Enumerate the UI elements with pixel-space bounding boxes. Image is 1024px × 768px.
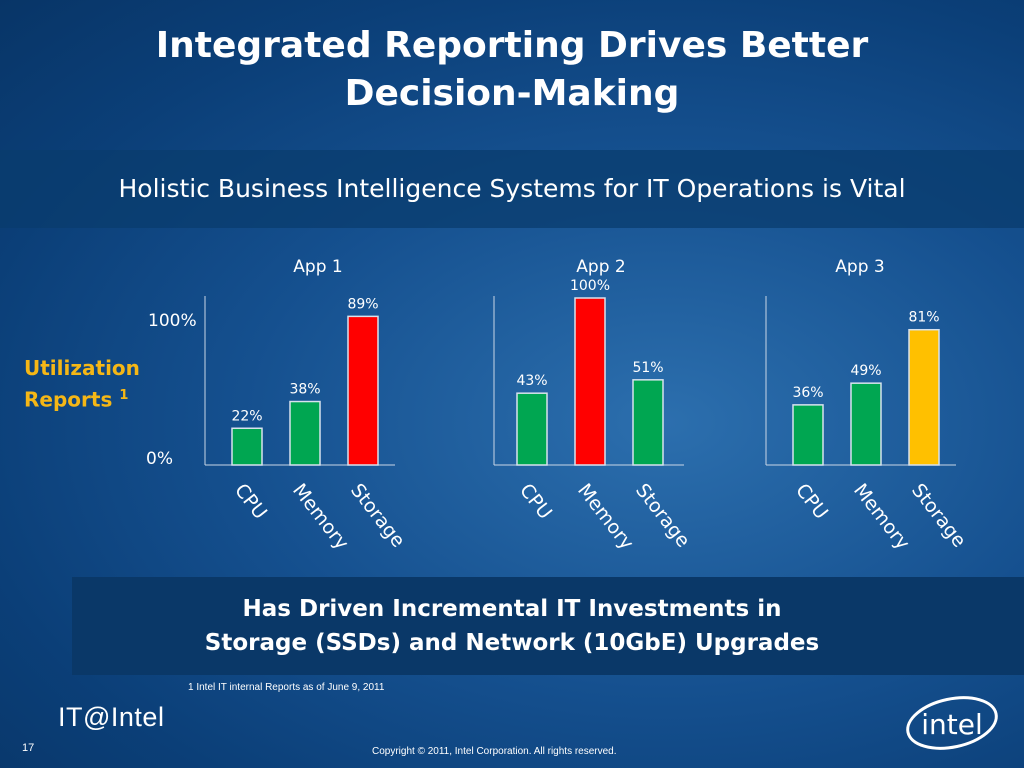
y-axis-bottom-label: 0% [146,449,173,469]
app-3-value-label-memory: 49% [850,363,881,379]
app-3-category-label-cpu: CPU [791,480,832,524]
app-1-bar-storage [347,315,379,466]
utilization-label-line-2: Reports 1 [24,382,140,414]
app-3-category-label-storage: Storage [907,480,970,552]
intel-logo: intel [906,696,998,750]
app-2-value-label-memory: 100% [570,278,610,294]
app-2-bar-memory [574,297,606,466]
app-1-bar-memory [289,400,321,466]
footnote: 1 Intel IT internal Reports as of June 9… [188,682,385,693]
utilization-label-line-1: Utilization [24,356,140,380]
app-3-chart-title: App 3 [835,257,884,277]
app-3-value-label-storage: 81% [908,310,939,326]
app-1-value-label-cpu: 22% [231,408,262,424]
app-1-category-label-memory: Memory [288,480,353,554]
key-message-line-2: Storage (SSDs) and Network (10GbE) Upgra… [204,630,820,656]
app-2-category-label-cpu: CPU [515,480,556,524]
utilization-label-text: Reports [24,387,113,412]
app-3-bar-memory [850,382,882,466]
app-2-value-label-cpu: 43% [516,373,547,389]
subtitle: Holistic Business Intelligence Systems f… [118,174,906,203]
app-1-value-label-storage: 89% [347,296,378,312]
intel-logo-text: intel [921,708,983,741]
title-line-2: Decision-Making [344,73,680,114]
slide-title: Integrated Reporting Drives Better Decis… [0,22,1024,118]
key-message-line-1: Has Driven Incremental IT Investments in [242,596,782,622]
app-1-value-label-memory: 38% [289,382,320,398]
app-2-bar-cpu [516,392,548,466]
footnote-ref: 1 [119,388,129,403]
utilization-reports-label: Utilization Reports 1 [24,354,140,414]
app-3-bar-storage [908,328,940,466]
app-1-category-label-storage: Storage [346,480,409,552]
app-2-category-label-memory: Memory [573,480,638,554]
slide-number: 17 [22,742,35,754]
app-1-chart-title: App 1 [293,257,342,277]
y-axis-top-label: 100% [148,311,197,331]
app-3-bar-cpu [792,404,824,466]
app-2-value-label-storage: 51% [632,360,663,376]
copyright: Copyright © 2011, Intel Corporation. All… [372,746,617,757]
app-3-category-label-memory: Memory [849,480,914,554]
app-2-bar-storage [632,379,664,466]
bottom-band [72,577,1024,675]
app-1-bar-cpu [231,427,263,466]
app-3-value-label-cpu: 36% [792,385,823,401]
title-line-1: Integrated Reporting Drives Better [155,25,869,66]
app-2-chart-title: App 2 [576,257,625,277]
app-1-category-label-cpu: CPU [230,480,271,524]
it-at-intel-brand: IT@Intel [58,702,165,732]
app-2-category-label-storage: Storage [631,480,694,552]
subtitle-band [0,150,1024,228]
key-message: Has Driven Incremental IT Investments in… [72,592,952,660]
